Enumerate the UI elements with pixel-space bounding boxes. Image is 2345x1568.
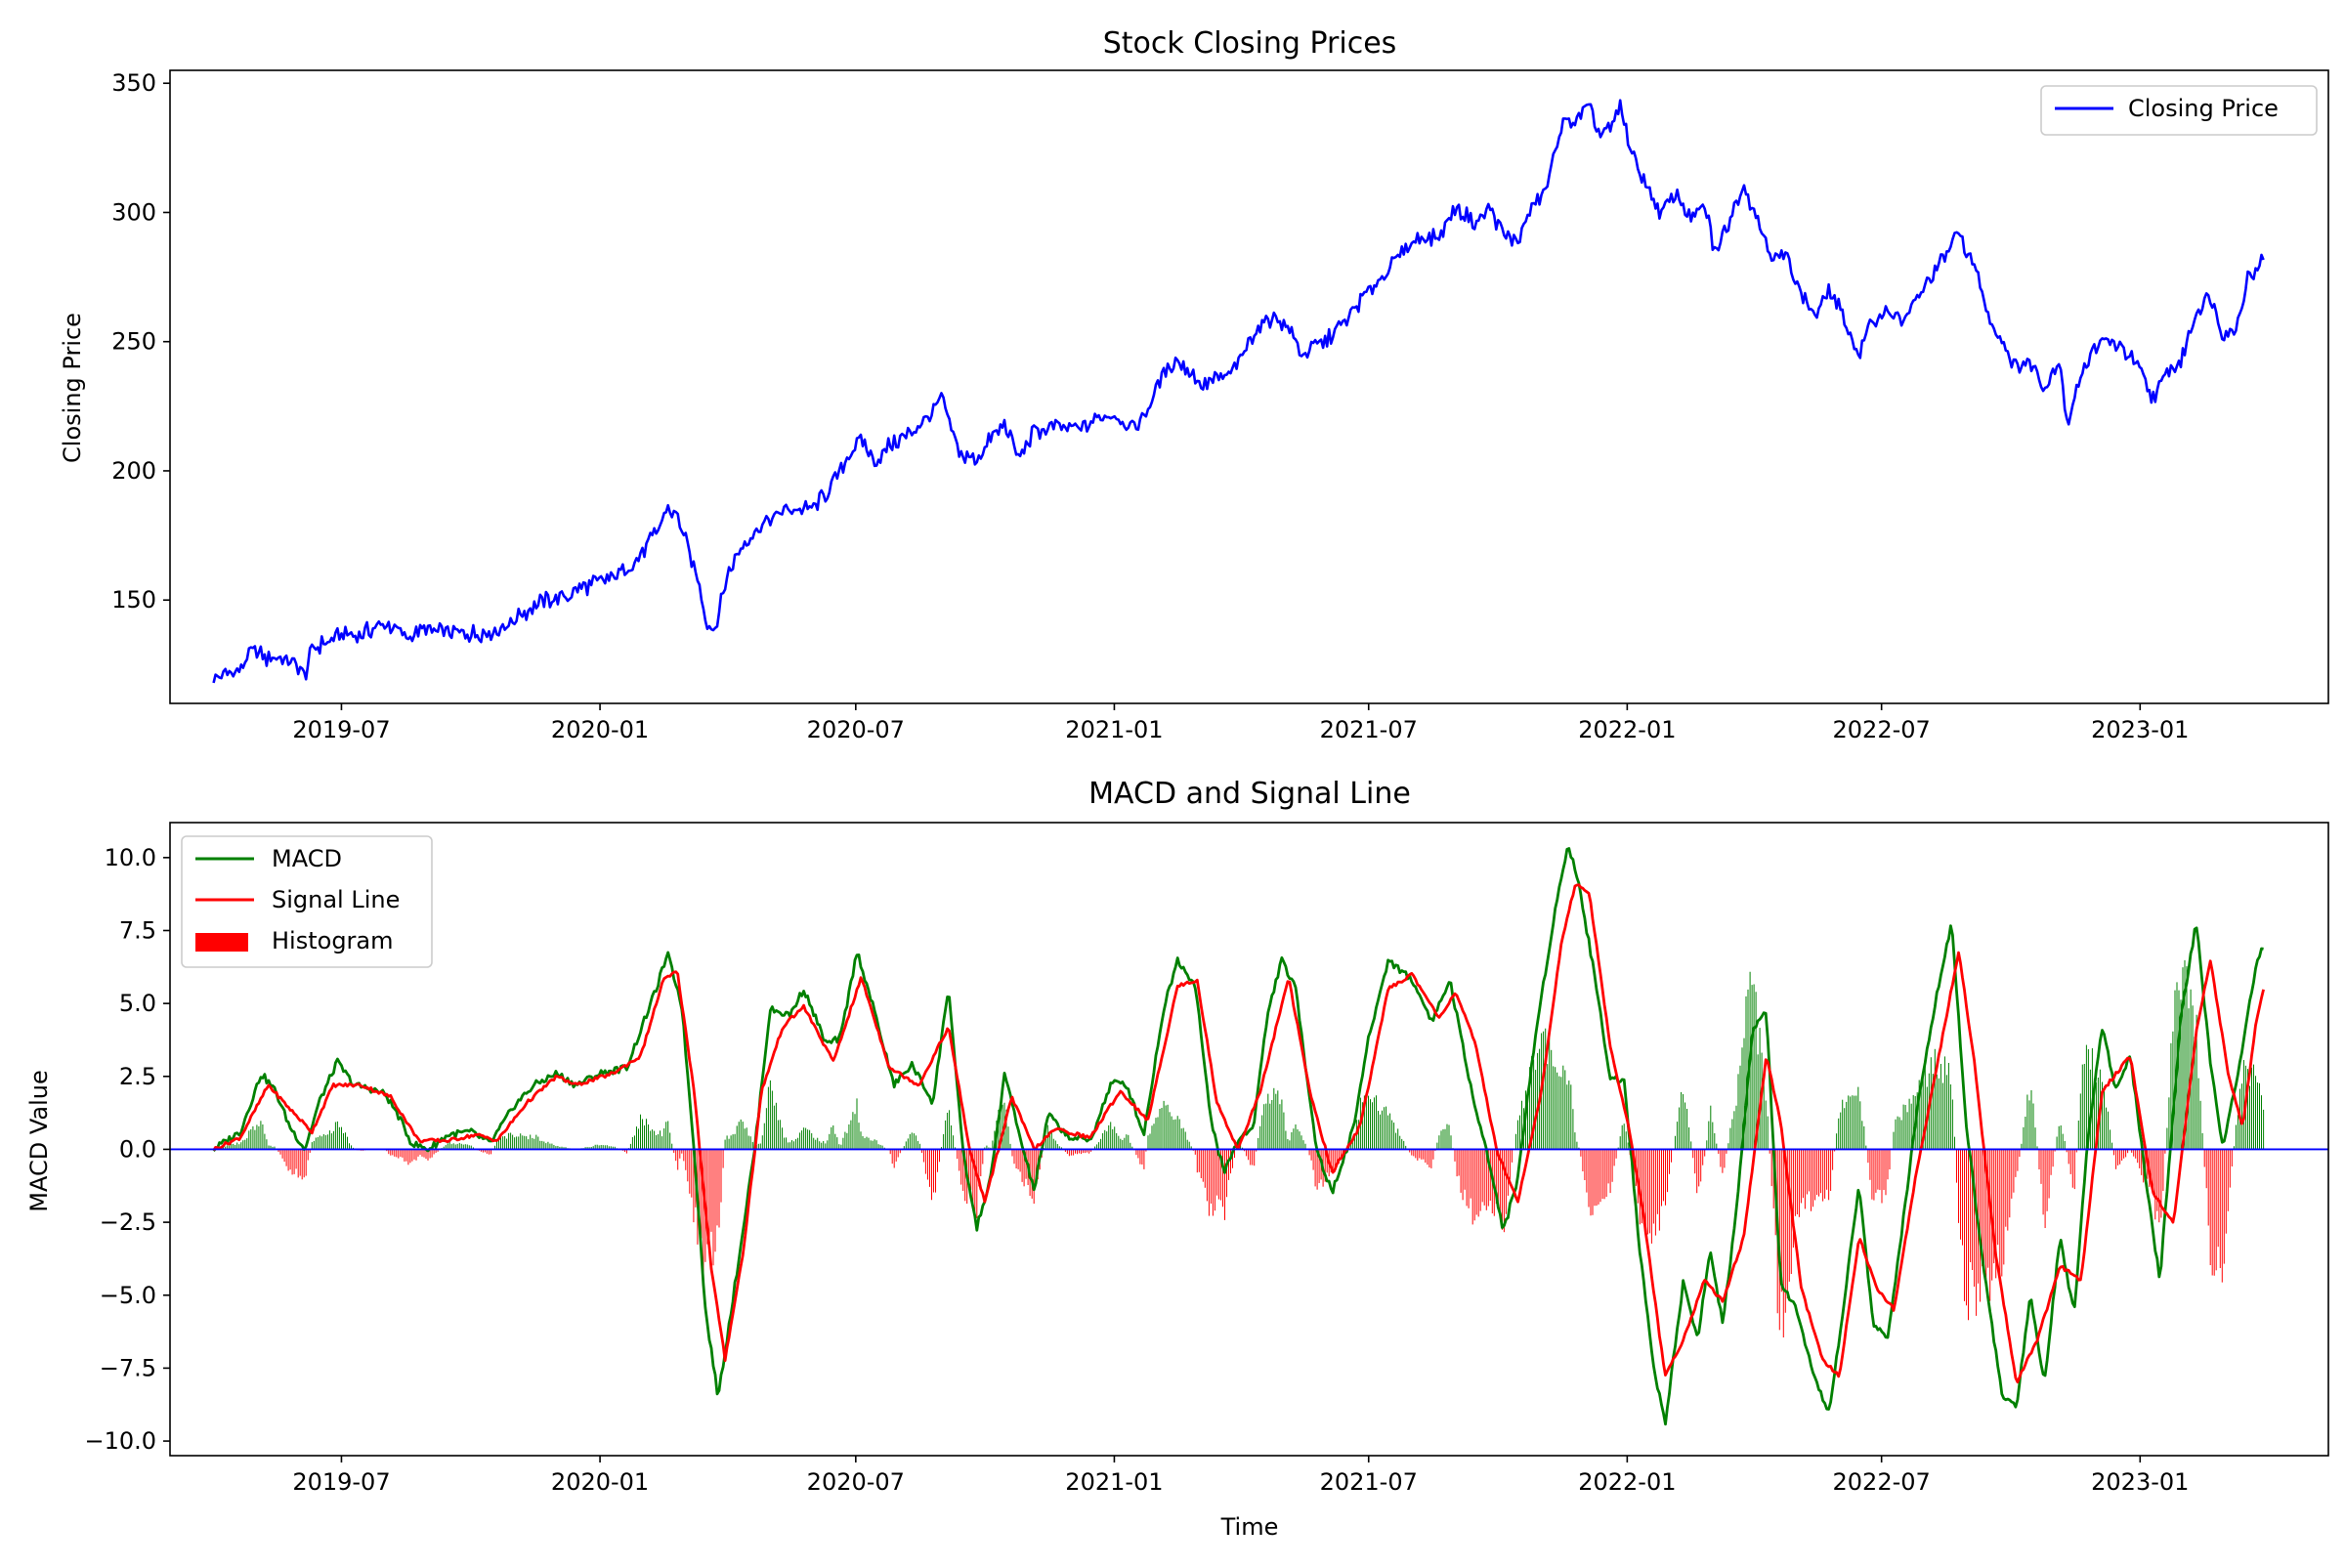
closing-price-y-tick-label: 200 xyxy=(111,457,156,485)
closing-price-panel: Stock Closing Prices Closing Price 2019-… xyxy=(59,26,2329,743)
closing-price-plot-area xyxy=(212,99,2265,684)
macd-x-tick-label: 2021-07 xyxy=(1320,1468,1418,1496)
histogram-legend-swatch xyxy=(195,933,248,952)
closing-price-legend-box xyxy=(2040,85,2318,136)
macd-y-tick-label: −5.0 xyxy=(100,1282,156,1309)
closing-price-y-tick-label: 250 xyxy=(111,328,156,356)
closing-price-series-line xyxy=(212,99,2265,684)
macd-plot-area xyxy=(170,847,2328,1426)
closing-price-x-tick-label: 2022-01 xyxy=(1578,716,1676,743)
closing-price-x-tick-label: 2022-07 xyxy=(1833,716,1931,743)
macd-x-tick-label: 2021-01 xyxy=(1065,1468,1163,1496)
closing-price-chart-title: Stock Closing Prices xyxy=(1103,26,1397,61)
closing-price-y-tick-label: 350 xyxy=(111,69,156,97)
macd-y-tick-label: 10.0 xyxy=(105,844,156,871)
macd-y-axis-label: MACD Value xyxy=(25,1070,53,1211)
macd-y-tick-label: −10.0 xyxy=(84,1427,156,1455)
closing-price-x-tick-label: 2023-01 xyxy=(2091,716,2189,743)
closing-price-ticks: 2019-07 2020-01 2020-07 2021-01 2021-07 2022-… xyxy=(111,69,2189,743)
macd-y-tick-label: 0.0 xyxy=(119,1135,156,1163)
macd-y-tick-label: 2.5 xyxy=(119,1063,156,1090)
histogram-bars xyxy=(215,959,2265,1337)
macd-x-tick-label: 2023-01 xyxy=(2091,1468,2189,1496)
macd-chart-title: MACD and Signal Line xyxy=(1088,777,1411,811)
macd-x-tick-label: 2020-01 xyxy=(551,1468,649,1496)
closing-price-legend: Closing Price xyxy=(2040,85,2318,136)
macd-axes-frame xyxy=(169,822,2329,1457)
macd-x-tick-label: 2022-07 xyxy=(1833,1468,1931,1496)
closing-price-x-tick-label: 2019-07 xyxy=(292,716,390,743)
signal-line-legend-label: Signal Line xyxy=(272,886,400,913)
closing-price-axes-frame xyxy=(169,69,2329,704)
macd-x-tick-label: 2020-07 xyxy=(807,1468,905,1496)
closing-price-x-tick-label: 2020-07 xyxy=(807,716,905,743)
closing-price-y-tick-label: 300 xyxy=(111,198,156,226)
closing-price-y-tick-label: 150 xyxy=(111,586,156,614)
macd-y-tick-label: −7.5 xyxy=(100,1354,156,1381)
closing-price-legend-label: Closing Price xyxy=(2128,95,2279,122)
macd-x-axis-label: Time xyxy=(1220,1513,1279,1541)
macd-x-tick-label: 2022-01 xyxy=(1578,1468,1676,1496)
closing-price-x-tick-label: 2021-07 xyxy=(1320,716,1418,743)
macd-panel: MACD and Signal Line MACD Value Time 201… xyxy=(25,777,2329,1541)
closing-price-x-tick-label: 2021-01 xyxy=(1065,716,1163,743)
signal-series-line xyxy=(212,883,2265,1384)
closing-price-x-tick-label: 2020-01 xyxy=(551,716,649,743)
closing-price-y-axis-label: Closing Price xyxy=(59,313,86,463)
macd-series-line xyxy=(212,847,2264,1426)
macd-ticks: 2019-07 2020-01 2020-07 2021-01 2021-07 2022-… xyxy=(84,844,2189,1496)
macd-y-tick-label: 5.0 xyxy=(119,990,156,1017)
macd-legend: MACD Signal Line Histogram xyxy=(181,835,433,968)
macd-x-tick-label: 2019-07 xyxy=(292,1468,390,1496)
macd-y-tick-label: 7.5 xyxy=(119,916,156,944)
macd-y-tick-label: −2.5 xyxy=(100,1208,156,1236)
macd-legend-label: MACD xyxy=(272,845,342,872)
histogram-legend-label: Histogram xyxy=(272,927,394,954)
